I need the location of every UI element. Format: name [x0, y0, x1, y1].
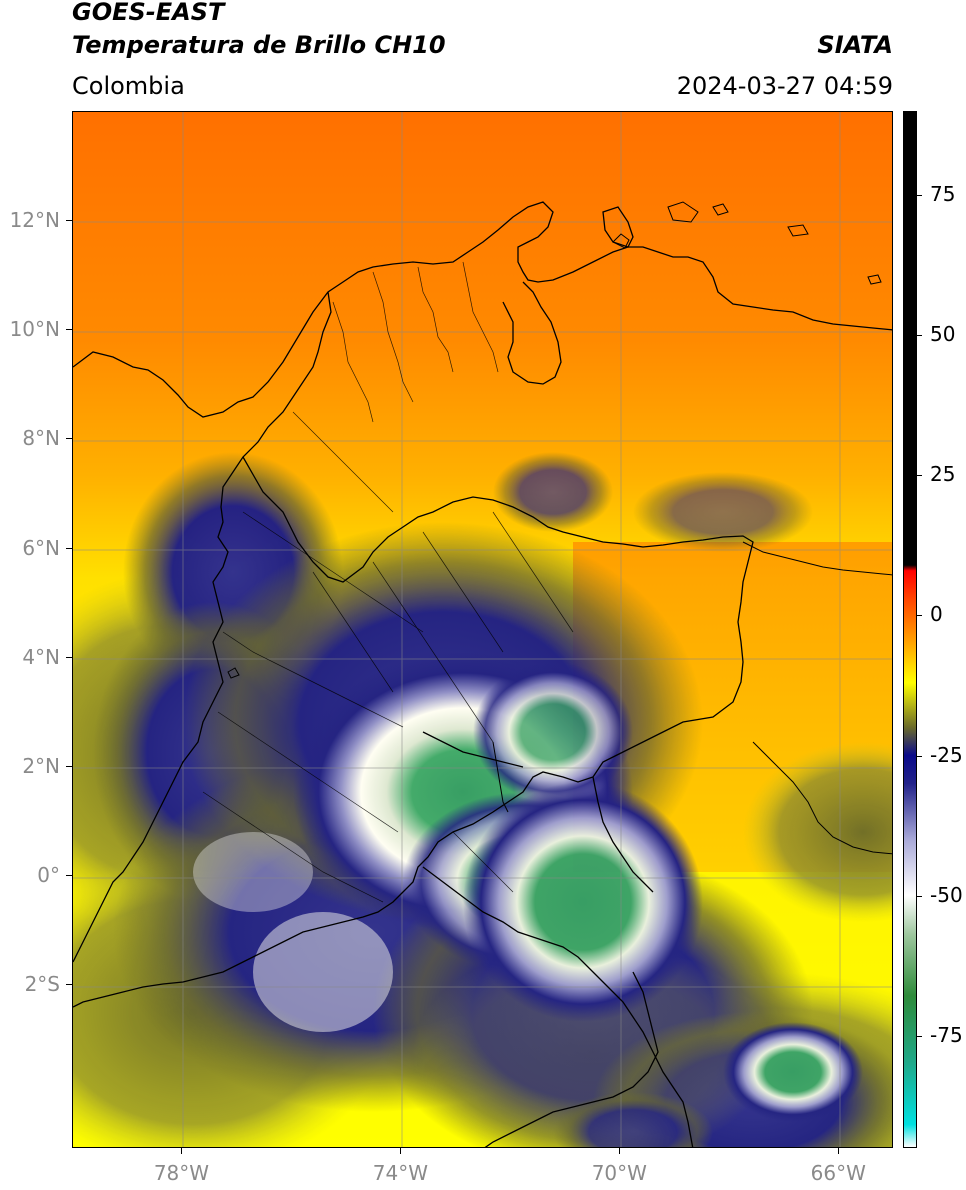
longitude-label: 74°W	[373, 1163, 428, 1183]
longitude-tick	[619, 1148, 620, 1154]
latitude-label: 2°S	[25, 974, 60, 994]
latitude-label: 0°	[37, 865, 60, 885]
latitude-tick	[66, 329, 72, 330]
latitude-label: 4°N	[22, 647, 60, 667]
colorbar-tick-label: -50	[930, 885, 963, 905]
region-label: Colombia	[72, 74, 185, 98]
datetime-label: 2024-03-27 04:59	[677, 74, 893, 98]
colorbar-tick	[917, 335, 922, 336]
satellite-map	[72, 111, 893, 1148]
colorbar-tick-label: 25	[930, 464, 955, 484]
latitude-tick	[66, 548, 72, 549]
latitude-tick	[66, 657, 72, 658]
colorbar-tick-label: -25	[930, 745, 963, 765]
latitude-tick	[66, 984, 72, 985]
brand-label: SIATA	[817, 33, 893, 57]
longitude-label: 66°W	[811, 1163, 866, 1183]
colorbar-tick	[917, 896, 922, 897]
latitude-label: 12°N	[10, 210, 60, 230]
latitude-label: 10°N	[10, 319, 60, 339]
latitude-tick	[66, 766, 72, 767]
latitude-label: 8°N	[22, 428, 60, 448]
latitude-label: 6°N	[22, 538, 60, 558]
latitude-tick	[66, 438, 72, 439]
colorbar-tick-label: 50	[930, 324, 955, 344]
colorbar-tick	[917, 475, 922, 476]
title-line-1: GOES-EAST	[72, 0, 224, 24]
colorbar-tick-label: 0	[930, 604, 943, 624]
latitude-label: 2°N	[22, 756, 60, 776]
colorbar-tick	[917, 615, 922, 616]
latitude-tick	[66, 875, 72, 876]
longitude-tick	[838, 1148, 839, 1154]
title-line-2: Temperatura de Brillo CH10	[72, 33, 446, 57]
longitude-tick	[400, 1148, 401, 1154]
longitude-label: 78°W	[154, 1163, 209, 1183]
colorbar-tick-label: 75	[930, 184, 955, 204]
colorbar-tick-label: -75	[930, 1025, 963, 1045]
latitude-tick	[66, 220, 72, 221]
colorbar-tick	[917, 195, 922, 196]
colorbar-tick	[917, 1036, 922, 1037]
longitude-label: 70°W	[592, 1163, 647, 1183]
colorbar	[903, 111, 917, 1148]
colorbar-tick	[917, 756, 922, 757]
longitude-tick	[181, 1148, 182, 1154]
